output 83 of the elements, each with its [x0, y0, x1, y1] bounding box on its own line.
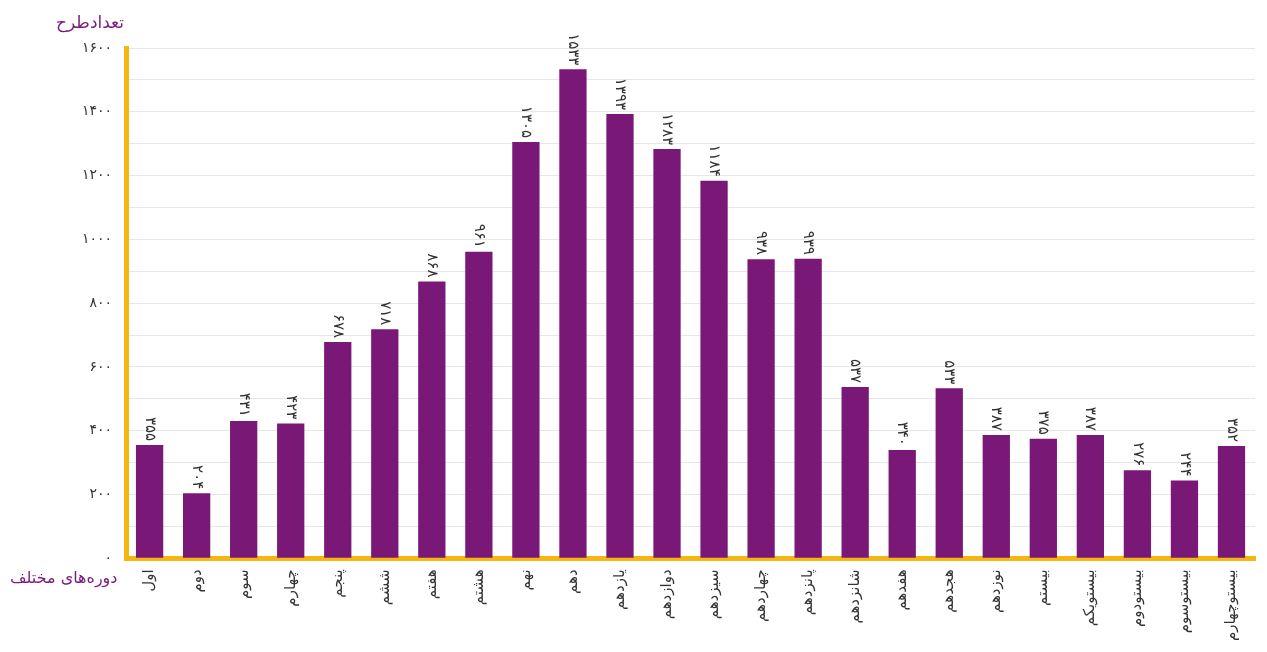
x-tick-label: ششم — [374, 569, 393, 606]
bar — [559, 69, 587, 558]
x-tick-label: سیزدهم — [703, 569, 722, 620]
x-tick-label: پنجم — [327, 569, 347, 598]
x-tick-label: هشتم — [468, 569, 487, 606]
bar — [371, 329, 399, 558]
bar — [653, 149, 681, 558]
x-tick-label: هفتم — [421, 569, 440, 600]
data-label: ۳۵۲ — [1223, 417, 1242, 443]
y-tick-label: ۱۶۰۰ — [82, 38, 113, 55]
x-tick-label: بیستم — [1033, 569, 1052, 606]
x-tick-label: یازدهم — [609, 569, 628, 610]
y-tick-label: ۱۰۰۰ — [82, 230, 113, 247]
x-tick-label: هفدهم — [892, 569, 911, 611]
bar — [888, 449, 916, 558]
x-tick-label: بیستودوم — [1127, 569, 1146, 627]
x-tick-label: هجدهم — [939, 569, 958, 613]
data-label: ۳۴۰ — [894, 421, 913, 446]
bar — [465, 251, 493, 558]
bar — [418, 281, 446, 558]
bar — [1076, 434, 1105, 558]
x-tick-label: بیستوسوم — [1174, 569, 1193, 634]
data-label: ۹۳۹ — [800, 230, 819, 255]
bar — [183, 493, 211, 558]
data-label: ۷۱۸ — [376, 301, 395, 326]
data-label: ۲۴۴ — [1176, 452, 1195, 477]
bar — [1029, 438, 1057, 558]
bar — [230, 420, 258, 558]
bar — [1217, 446, 1246, 558]
x-tick-label: اول — [139, 569, 158, 592]
bar — [794, 258, 822, 558]
data-label: ۶۷۸ — [329, 313, 348, 339]
bar — [135, 445, 164, 558]
bar — [747, 259, 775, 558]
data-label: ۵۳۷ — [847, 358, 866, 384]
bar — [324, 342, 352, 558]
x-tick-label: چهاردهم — [750, 569, 769, 622]
data-label: ۱۲۸۳ — [659, 112, 678, 146]
y-tick-label: ۶۰۰ — [89, 357, 113, 374]
data-label: ۳۸۷ — [988, 406, 1007, 431]
data-label: ۱۱۸۴ — [706, 144, 725, 177]
x-tick-label: شانزدهم — [845, 569, 864, 624]
data-label: ۱۳۰۵ — [518, 105, 537, 139]
bar — [935, 388, 963, 558]
x-tick-label: سوم — [233, 569, 252, 599]
data-label: ۳۵۵ — [141, 416, 160, 442]
data-label: ۹۶۱ — [470, 223, 489, 248]
y-tick-label: ۴۰۰ — [89, 421, 113, 438]
x-axis-title: دوره‌های مختلف — [10, 568, 118, 587]
x-tick-label: بیستوچهارم — [1221, 569, 1240, 642]
y-tick-label: ۸۰۰ — [89, 293, 113, 310]
y-axis-title: تعدادطرح — [56, 12, 125, 32]
bar — [606, 114, 634, 558]
data-label: ۳۷۵ — [1035, 410, 1054, 435]
x-tick-label: بیستویکم — [1080, 569, 1099, 627]
y-tick-label: ۱۲۰۰ — [82, 166, 113, 183]
x-tick-label: نوزدهم — [986, 569, 1005, 614]
x-tick-label: دوم — [186, 569, 205, 593]
data-label: ۱۳۹۳ — [612, 77, 631, 111]
bar — [841, 387, 869, 558]
x-tick-label: چهارم — [280, 569, 299, 607]
y-tick-label: ۰ — [104, 549, 113, 565]
x-tick-label: دوازدهم — [656, 569, 675, 620]
data-label: ۳۸۷ — [1082, 406, 1101, 431]
bar — [1123, 470, 1152, 558]
data-label: ۹۳۸ — [753, 230, 772, 256]
data-label: ۸۶۸ — [423, 253, 442, 278]
x-tick-label: نهم — [515, 569, 534, 591]
data-label: ۲۷۶ — [1129, 442, 1148, 467]
data-label: ۵۳۳ — [941, 360, 960, 385]
bar — [512, 142, 540, 558]
data-label: ۲۰۴ — [188, 465, 207, 490]
x-tick-label: دهم — [562, 569, 581, 594]
data-label: ۴۲۳ — [282, 395, 301, 420]
data-label: ۴۳۱ — [235, 392, 254, 417]
y-tick-label: ۲۰۰ — [89, 485, 113, 502]
bar — [277, 423, 305, 558]
data-label: ۱۵۳۳ — [565, 33, 584, 66]
bar — [1170, 480, 1199, 558]
y-tick-label: ۱۴۰۰ — [82, 102, 113, 119]
bar — [700, 180, 728, 558]
bar — [982, 434, 1010, 558]
x-tick-label: پانزدهم — [798, 569, 818, 616]
